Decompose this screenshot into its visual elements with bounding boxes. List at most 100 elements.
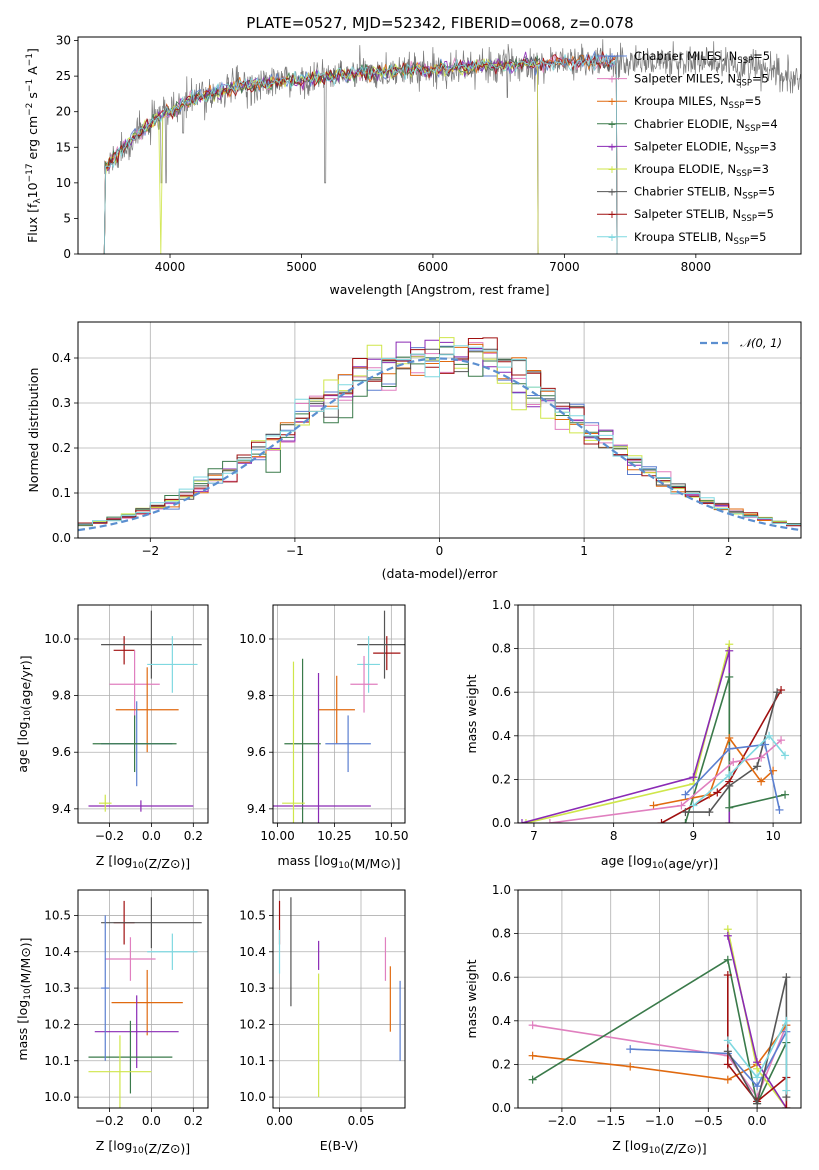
x-tick-label: 0 [436, 544, 444, 558]
y-tick-label: 10.5 [44, 908, 71, 922]
legend-label-part: =5 [752, 72, 769, 86]
weight-line [727, 1020, 788, 1091]
axes-frame [77, 604, 209, 824]
y-tick-label: 10.3 [44, 981, 71, 995]
axes-frame [272, 604, 406, 824]
x-tick-label: 5000 [286, 260, 317, 274]
y-tick-label: 9.8 [247, 689, 266, 703]
spectrum-model-line [103, 53, 618, 254]
y-label-part: λ [33, 198, 43, 204]
legend-label-part: =5 [757, 207, 774, 221]
legend-label: Chabrier MILES, NSSP=5 [634, 49, 770, 66]
legend-label-part: =3 [752, 162, 769, 176]
axes-frame [77, 321, 802, 539]
x-tick-label: −2.0 [547, 1114, 576, 1128]
residual-histogram [78, 345, 801, 528]
y-label-part: −17 [25, 163, 35, 182]
x-tick-label: −1 [286, 544, 304, 558]
axis-label-part: mass [ [15, 1019, 30, 1061]
legend-label: Kroupa ELODIE, NSSP=3 [634, 162, 769, 179]
axis-label-part: (M/M⊙)] [350, 856, 401, 871]
x-tick-label: 10.00 [260, 829, 294, 843]
legend-label-part: =4 [761, 117, 778, 131]
x-tick-label: 1 [580, 544, 588, 558]
legend-label-part: Chabrier ELODIE, N [634, 117, 745, 131]
mass-weight-vs-Z-lines [528, 925, 791, 1108]
axis-label: mass [log10(M/M⊙)] [277, 853, 400, 871]
legend-label-sub: SSP [736, 169, 752, 179]
legend-marker: + [607, 73, 616, 86]
y-tick-label: 10.4 [239, 945, 266, 959]
x-tick-label: 8 [610, 829, 618, 843]
y-tick-label: 9.4 [247, 802, 266, 816]
age-vs-Z-points [88, 610, 202, 812]
y-tick-label: 0.1 [52, 486, 71, 500]
x-tick-label: 10.50 [374, 829, 408, 843]
weight-line [661, 689, 782, 823]
legend-marker: + [607, 50, 616, 63]
legend-label-part: Salpeter STELIB, N [634, 207, 741, 221]
axis-label-part: log [113, 853, 132, 868]
legend-label-part: =5 [749, 230, 766, 244]
legend-marker: + [607, 208, 616, 221]
x-tick-label: 0.2 [184, 1114, 203, 1128]
axis-label: mass [log10(M/M⊙)] [15, 937, 33, 1060]
mass-weight-vs-age-lines [518, 640, 790, 823]
x-tick-label: 0.0 [142, 1114, 161, 1128]
panels: 4000 5000 6000 7000 8000051015202530waveleng… [15, 34, 802, 1156]
weight-line [684, 676, 786, 823]
axis-label-sub: 10 [652, 861, 664, 871]
y-tick-label: 10.5 [239, 908, 266, 922]
y-label-part: erg cm [25, 116, 40, 164]
y-tick-label: 0.0 [52, 531, 71, 545]
spectrum-y-label: Flux [fλ10−17 erg cm−2 s−1 A−1] [25, 48, 43, 243]
axis-label-part: age [ [601, 853, 633, 868]
legend-label-part: =3 [760, 139, 777, 153]
y-tick-label: 0.6 [492, 685, 511, 699]
legend-label-part: Kroupa ELODIE, N [634, 162, 736, 176]
x-tick-label: 9 [690, 829, 698, 843]
y-tick-label: 10.4 [44, 945, 71, 959]
x-tick-label: 0.00 [266, 1114, 293, 1128]
legend-label: Salpeter MILES, NSSP=5 [634, 72, 769, 89]
legend-label: Kroupa STELIB, NSSP=5 [634, 230, 766, 247]
legend-label-part: Salpeter ELODIE, N [634, 139, 744, 153]
axis-label-sub: 10 [338, 861, 350, 871]
y-label-part: ] [25, 48, 40, 53]
x-tick-label: −1.5 [596, 1114, 625, 1128]
x-tick-label: 0.05 [348, 1114, 375, 1128]
weight-line [685, 691, 778, 813]
axis-label-part: log [633, 853, 652, 868]
y-tick-label: 0.3 [52, 396, 71, 410]
axis-label: age [log10(age/yr)] [601, 853, 718, 871]
y-label-part: −2 [25, 103, 35, 116]
mass-vs-Z-panel: −0.2 0.0 0.210.010.110.210.310.410.5Z [log… [15, 889, 209, 1156]
spectrum-model-line [103, 54, 618, 254]
y-label-part: Flux [f [25, 203, 40, 243]
y-tick-label: 1.0 [492, 598, 511, 612]
age-vs-mass-points [273, 610, 405, 823]
axis-label-part: (M/M⊙)] [18, 937, 33, 988]
y-tick-label: 10.3 [239, 981, 266, 995]
spectrum-model-line [103, 58, 539, 254]
x-tick-label: −0.2 [95, 1114, 124, 1128]
y-tick-label: 0.4 [52, 351, 71, 365]
y-tick-label: 10.1 [239, 1054, 266, 1068]
axes-frame [517, 604, 802, 824]
axis-label-part: log [113, 1138, 132, 1153]
axes-frame [77, 36, 802, 255]
y-tick-label: 10.0 [44, 632, 71, 646]
y-label-part: 10 [25, 182, 40, 198]
axis-label-sub: 10 [23, 710, 33, 722]
legend-label-part: Chabrier STELIB, N [634, 185, 742, 199]
x-tick-label: 0.0 [748, 1114, 767, 1128]
y-tick-label: 10.1 [44, 1054, 71, 1068]
y-label-part: s [25, 92, 40, 103]
mass-vs-ebv-panel: 0.00 0.05 10.0 10.1 10.2 10.3 10.4 10.5 E(B-V) [239, 889, 406, 1153]
x-tick-label: 7 [530, 829, 538, 843]
residuals-y-label: Normed distribution [26, 368, 41, 493]
y-tick-label: 0.2 [52, 441, 71, 455]
legend-label-part: Kroupa MILES, N [634, 94, 729, 108]
residuals-x-label: (data-model)/error [382, 566, 499, 581]
